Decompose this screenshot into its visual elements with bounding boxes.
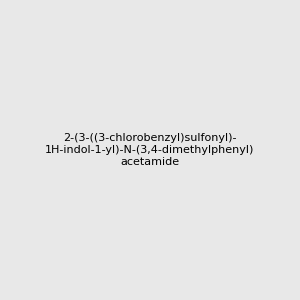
Text: 2-(3-((3-chlorobenzyl)sulfonyl)-
1H-indol-1-yl)-N-(3,4-dimethylphenyl)
acetamide: 2-(3-((3-chlorobenzyl)sulfonyl)- 1H-indo… xyxy=(45,134,255,166)
